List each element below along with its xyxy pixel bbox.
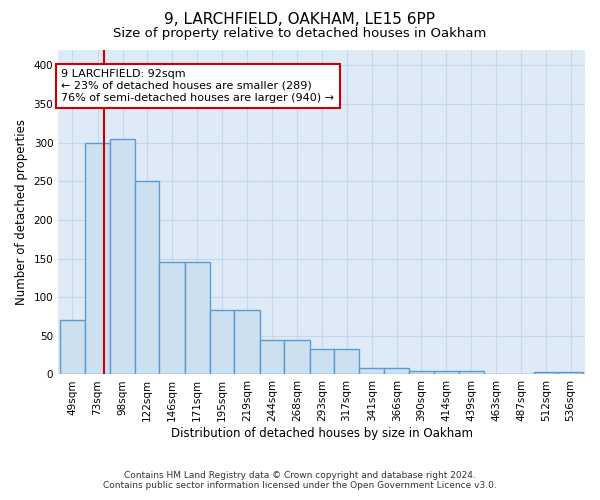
Bar (434, 370, 459, 374)
Text: 9, LARCHFIELD, OAKHAM, LE15 6PP: 9, LARCHFIELD, OAKHAM, LE15 6PP (164, 12, 436, 28)
Y-axis label: Number of detached properties: Number of detached properties (15, 119, 28, 305)
X-axis label: Distribution of detached houses by size in Oakham: Distribution of detached houses by size … (170, 427, 473, 440)
Bar (359, 368, 385, 374)
Bar (209, 310, 234, 374)
Bar (160, 262, 185, 374)
Bar (409, 370, 434, 374)
Bar (310, 349, 334, 374)
Bar (284, 340, 310, 374)
Text: Size of property relative to detached houses in Oakham: Size of property relative to detached ho… (113, 28, 487, 40)
Bar (60, 320, 85, 374)
Bar (559, 372, 583, 374)
Bar (110, 139, 135, 374)
Text: 9 LARCHFIELD: 92sqm
← 23% of detached houses are smaller (289)
76% of semi-detac: 9 LARCHFIELD: 92sqm ← 23% of detached ho… (61, 70, 334, 102)
Bar (260, 340, 284, 374)
Bar (534, 372, 559, 374)
Bar (334, 349, 359, 374)
Bar (135, 182, 160, 374)
Bar (234, 310, 260, 374)
Text: Contains HM Land Registry data © Crown copyright and database right 2024.
Contai: Contains HM Land Registry data © Crown c… (103, 470, 497, 490)
Bar (185, 262, 209, 374)
Bar (85, 142, 110, 374)
Bar (385, 368, 409, 374)
Bar (459, 370, 484, 374)
